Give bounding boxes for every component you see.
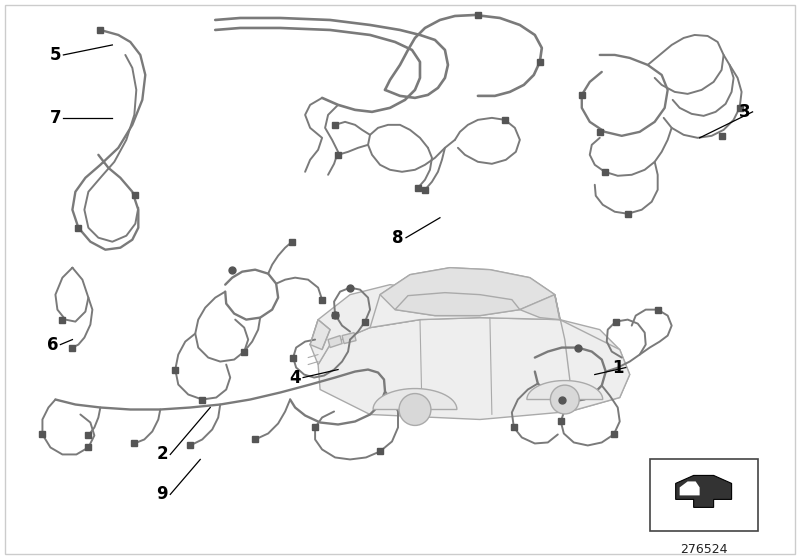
Polygon shape bbox=[310, 284, 450, 365]
Polygon shape bbox=[527, 381, 602, 399]
Text: 8: 8 bbox=[392, 228, 404, 247]
Circle shape bbox=[550, 385, 579, 414]
Polygon shape bbox=[380, 268, 555, 316]
Text: 3: 3 bbox=[738, 103, 750, 121]
Polygon shape bbox=[373, 389, 457, 409]
Polygon shape bbox=[370, 268, 560, 328]
Text: 2: 2 bbox=[157, 445, 168, 464]
Polygon shape bbox=[318, 318, 630, 419]
Text: 4: 4 bbox=[290, 368, 301, 386]
Text: 7: 7 bbox=[50, 109, 62, 127]
Text: 5: 5 bbox=[50, 46, 61, 64]
Polygon shape bbox=[680, 482, 700, 496]
Polygon shape bbox=[520, 295, 560, 320]
Circle shape bbox=[399, 394, 431, 426]
Polygon shape bbox=[328, 335, 342, 348]
Text: 1: 1 bbox=[612, 358, 623, 376]
Text: 6: 6 bbox=[46, 335, 58, 353]
Text: 276524: 276524 bbox=[680, 543, 727, 556]
Bar bbox=[650, 459, 758, 531]
Polygon shape bbox=[555, 295, 630, 412]
Polygon shape bbox=[342, 333, 356, 344]
Polygon shape bbox=[310, 320, 330, 349]
Text: 9: 9 bbox=[157, 486, 168, 503]
Polygon shape bbox=[395, 293, 520, 316]
Polygon shape bbox=[676, 475, 731, 507]
